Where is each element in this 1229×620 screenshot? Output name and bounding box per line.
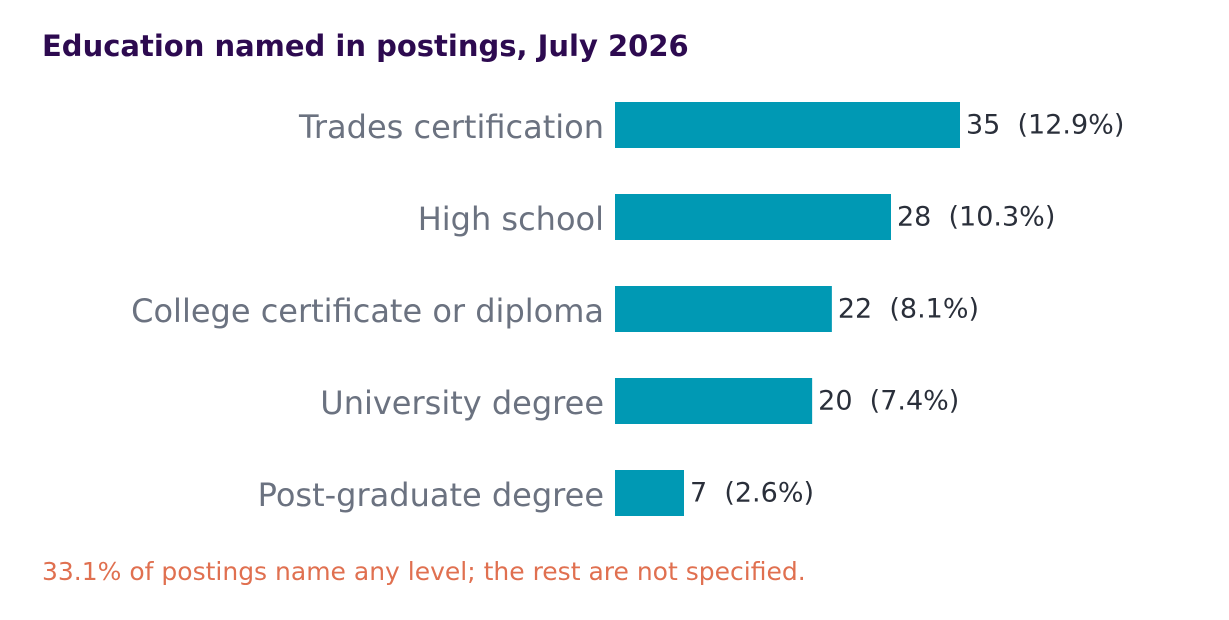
- category-label: Trades certification: [298, 108, 604, 146]
- bar: [615, 194, 891, 240]
- bar: [615, 286, 832, 332]
- value-label: 7 (2.6%): [690, 478, 814, 509]
- value-label: 22 (8.1%): [838, 294, 979, 325]
- value-label: 20 (7.4%): [818, 386, 959, 417]
- bar: [615, 470, 684, 516]
- category-label: High school: [418, 200, 604, 238]
- bar: [615, 102, 960, 148]
- value-label: 28 (10.3%): [897, 202, 1055, 233]
- chart-title: Education named in postings, July 2026: [42, 29, 689, 63]
- category-label: University degree: [320, 384, 604, 422]
- category-label: College certificate or diploma: [131, 292, 604, 330]
- value-label: 35 (12.9%): [966, 110, 1124, 141]
- bar: [615, 378, 813, 424]
- category-label: Post-graduate degree: [258, 476, 604, 514]
- chart-note: 33.1% of postings name any level; the re…: [42, 557, 806, 586]
